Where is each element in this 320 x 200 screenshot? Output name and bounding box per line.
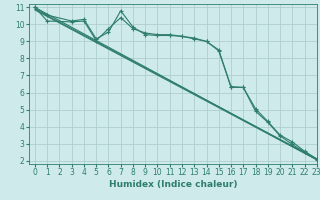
X-axis label: Humidex (Indice chaleur): Humidex (Indice chaleur) [108,180,237,189]
